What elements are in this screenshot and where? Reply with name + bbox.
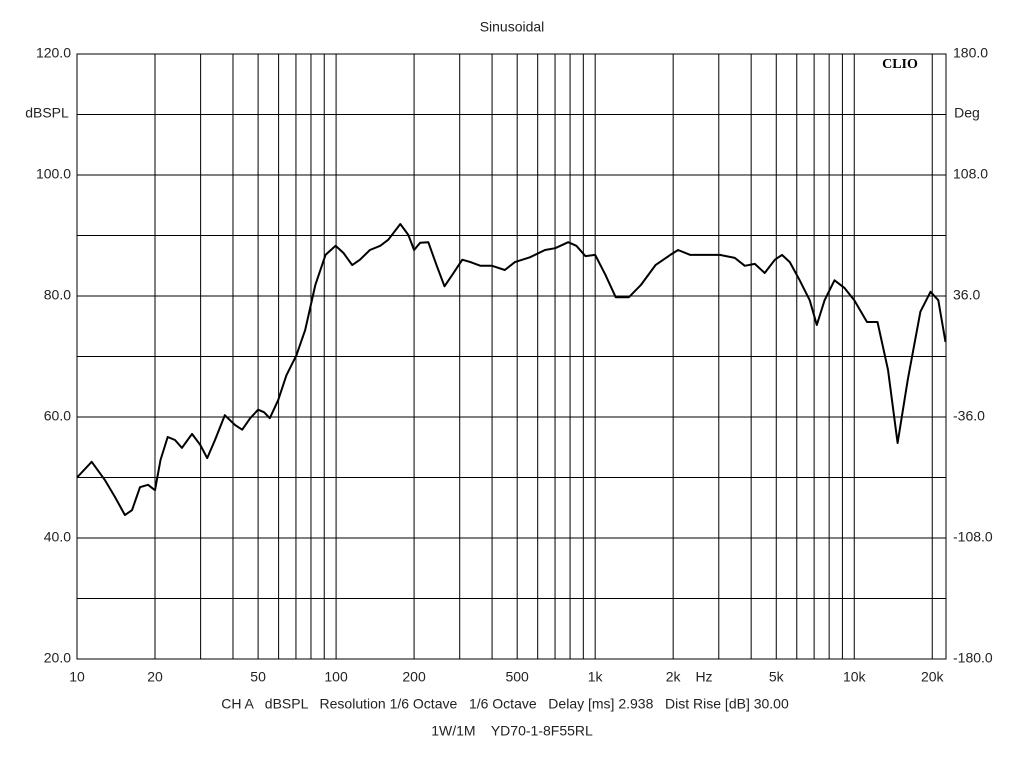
y-tick-label: 80.0 [44, 287, 71, 303]
y2-tick-label: -108.0 [953, 529, 993, 545]
x-tick-label: 5k [769, 669, 785, 685]
y-unit: dBSPL [25, 105, 69, 121]
y-tick-label: 120.0 [36, 45, 71, 61]
y2-unit: Deg [954, 105, 980, 121]
y2-tick-label: 180.0 [953, 45, 988, 61]
y-tick-label: 60.0 [44, 408, 71, 424]
footer-line: 1W/1M YD70-1-8F55RL [431, 723, 593, 739]
x-tick-label: 10 [69, 669, 85, 685]
x-tick-label: 500 [505, 669, 529, 685]
x-tick-label: 200 [402, 669, 426, 685]
x-tick-label: 100 [324, 669, 348, 685]
y2-tick-label: 36.0 [953, 287, 980, 303]
response-curve [76, 223, 947, 516]
y-tick-label: 100.0 [36, 166, 71, 182]
y2-tick-label: -180.0 [953, 650, 993, 666]
y2-tick-label: -36.0 [953, 408, 985, 424]
x-unit: Hz [695, 669, 712, 685]
y-tick-label: 20.0 [44, 650, 71, 666]
x-tick-label: 20k [921, 669, 945, 685]
x-tick-label: 1k [588, 669, 604, 685]
y2-tick-label: 108.0 [953, 166, 988, 182]
y-tick-label: 40.0 [44, 529, 71, 545]
chart-title: Sinusoidal [480, 19, 545, 35]
footer-line: CH A dBSPL Resolution 1/6 Octave 1/6 Oct… [221, 696, 789, 712]
x-tick-label: 2k [666, 669, 682, 685]
x-tick-label: 10k [843, 669, 867, 685]
x-tick-label: 20 [147, 669, 163, 685]
x-tick-label: 50 [250, 669, 266, 685]
watermark: CLIO [882, 57, 918, 72]
plot-frame [76, 53, 947, 660]
